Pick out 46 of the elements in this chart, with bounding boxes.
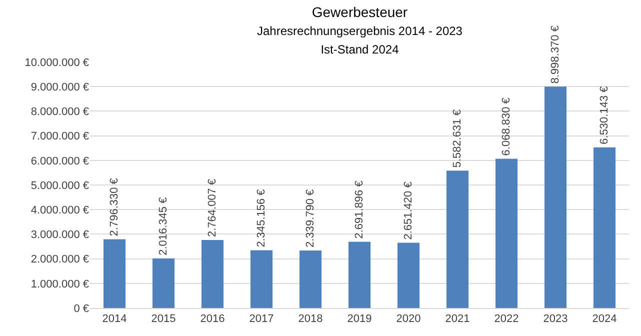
bar	[152, 258, 175, 308]
data-label: 8.998.370 €	[550, 26, 562, 84]
data-label: 6.530.143 €	[598, 86, 611, 144]
x-tick-label: 2021	[445, 313, 470, 326]
data-label: 6.068.830 €	[500, 98, 513, 156]
y-tick-label: 4.000.000 €	[30, 204, 89, 216]
chart-subtitle: Jahresrechnungsergebnis 2014 - 2023 Ist-Stand 2024	[257, 24, 463, 56]
x-tick-label: 2014	[102, 313, 127, 326]
y-tick-label: 3.000.000 €	[30, 229, 89, 242]
y-tick-label: 5.000.000 €	[30, 180, 89, 192]
bar	[397, 242, 420, 308]
bar	[250, 250, 273, 308]
bar	[299, 250, 322, 308]
y-tick-label: 7.000.000 €	[30, 130, 89, 143]
data-label: 5.582.631 €	[452, 110, 464, 168]
x-tick-label: 2015	[151, 313, 176, 326]
bar	[544, 86, 567, 308]
x-tick-label: 2024	[592, 313, 617, 326]
data-label: 2.764.007 €	[206, 178, 219, 238]
data-label: 2.345.156 €	[256, 189, 268, 248]
y-tick-label: 9.000.000 €	[30, 81, 89, 94]
y-tick-label: 10.000.000 €	[24, 56, 89, 69]
x-tick-label: 2016	[200, 313, 225, 326]
x-tick-label: 2022	[494, 313, 519, 326]
data-label: 2.016.345 €	[158, 197, 170, 256]
data-label: 2.796.330 €	[108, 178, 121, 236]
bar	[348, 242, 371, 308]
y-tick-label: 8.000.000 €	[30, 106, 89, 118]
chart-title: Gewerbesteuer	[312, 4, 408, 20]
data-label: 2.651.420 €	[402, 182, 415, 240]
bar	[495, 158, 518, 308]
bar	[593, 147, 616, 308]
data-label: 2.691.896 €	[354, 180, 366, 239]
x-tick-label: 2020	[396, 313, 421, 326]
y-tick-label: 2.000.000 €	[30, 254, 89, 266]
x-tick-label: 2019	[347, 313, 372, 326]
x-tick-label: 2018	[298, 313, 323, 326]
x-tick-label: 2023	[543, 313, 568, 326]
bar	[103, 239, 126, 308]
y-tick-label: 0 €	[74, 302, 89, 315]
bar	[201, 240, 224, 308]
data-label: 2.339.790 €	[304, 189, 316, 248]
y-tick-label: 6.000.000 €	[30, 155, 89, 168]
y-tick-label: 1.000.000 €	[30, 278, 89, 290]
bar	[446, 170, 469, 308]
x-tick-label: 2017	[249, 313, 274, 326]
